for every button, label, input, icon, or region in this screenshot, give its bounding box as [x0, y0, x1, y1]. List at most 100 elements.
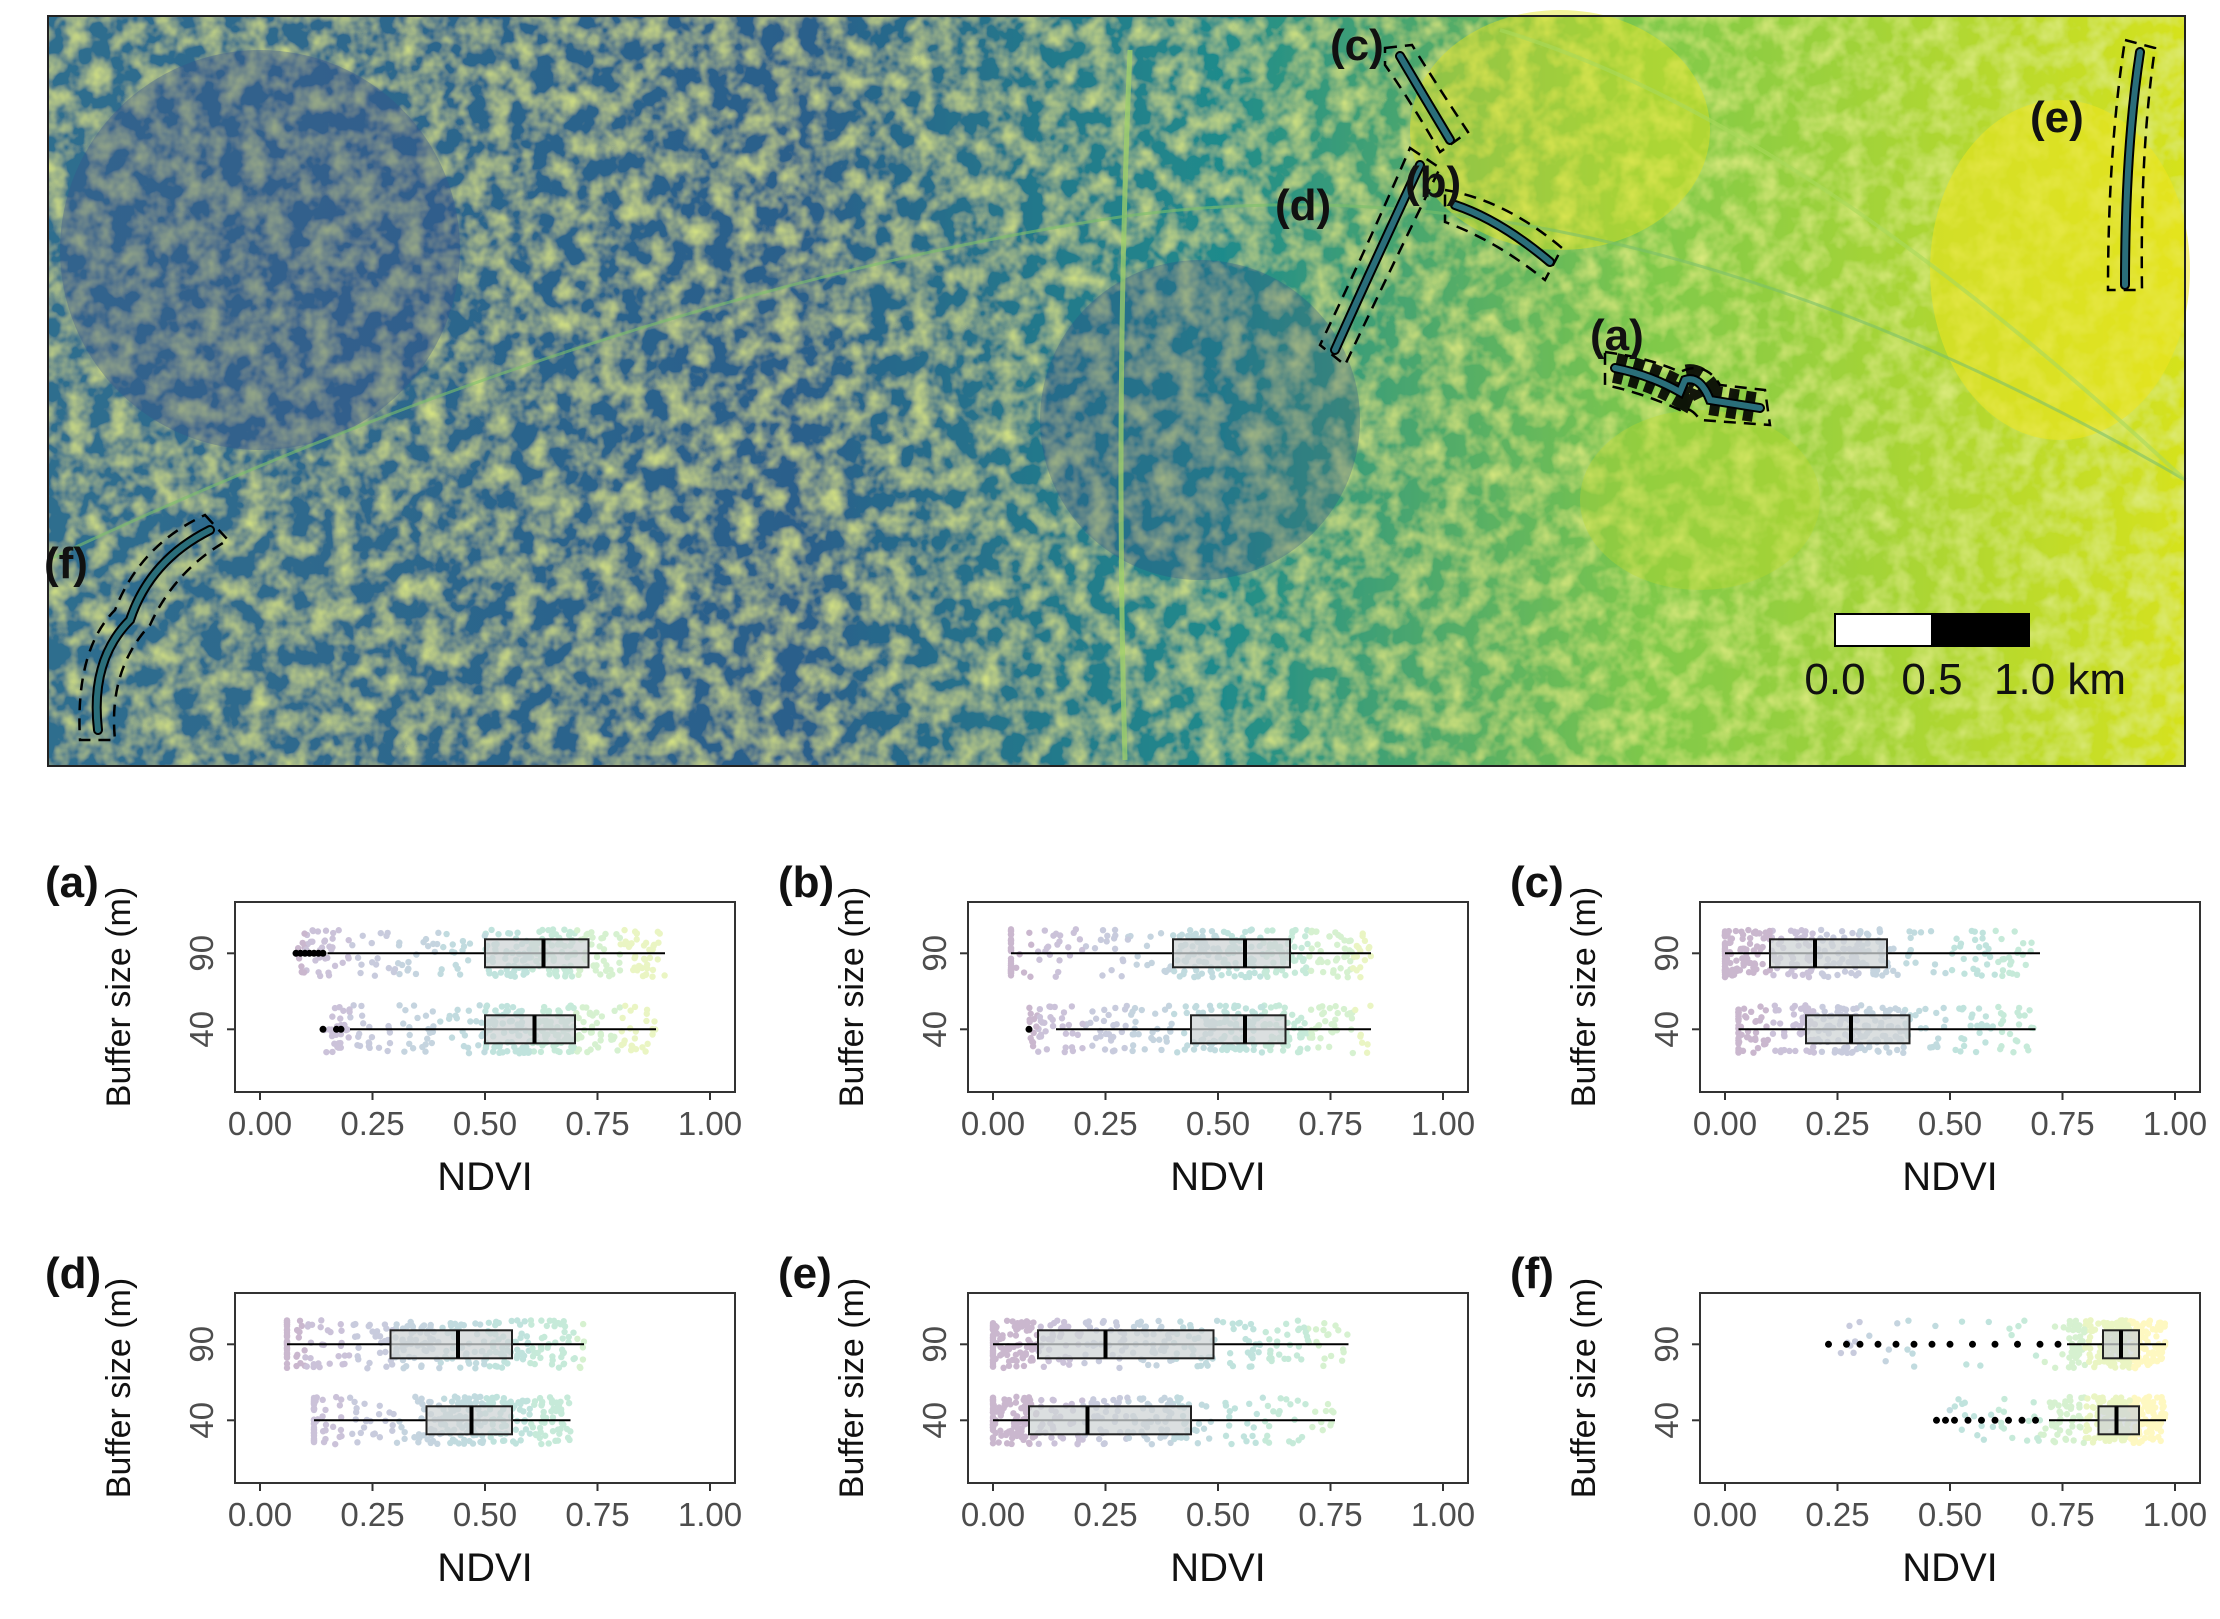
jitter-point: [1337, 933, 1344, 940]
jitter-point: [1304, 1045, 1311, 1052]
jitter-point: [593, 1019, 601, 1027]
jitter-point: [298, 968, 305, 976]
jitter-point: [459, 1399, 466, 1406]
jitter-point: [1968, 1014, 1975, 1021]
map-label-a: (a): [1590, 311, 1644, 360]
jitter-point: [1242, 973, 1249, 981]
jitter-point: [1113, 1322, 1121, 1329]
jitter-point: [616, 959, 623, 966]
jitter-point: [461, 1394, 469, 1401]
jitter-point: [1886, 1006, 1894, 1014]
jitter-point: [325, 972, 333, 979]
jitter-point: [1199, 927, 1206, 935]
jitter-point: [616, 967, 624, 974]
jitter-point: [294, 945, 302, 952]
jitter-point: [310, 1430, 318, 1437]
jitter-point: [1018, 1319, 1025, 1326]
jitter-point: [454, 1400, 462, 1407]
jitter-point: [1961, 970, 1968, 977]
x-tick-label: 0.00: [1693, 1105, 1757, 1142]
jitter-point: [1320, 1362, 1327, 1370]
jitter-point: [1866, 1005, 1873, 1013]
jitter-point: [1751, 960, 1758, 967]
jitter-point: [562, 971, 569, 978]
jitter-point: [1007, 972, 1015, 979]
jitter-point: [465, 1049, 473, 1057]
jitter-point: [341, 1352, 349, 1359]
x-axis-title: NDVI: [1170, 1546, 1266, 1590]
jitter-point: [283, 1346, 291, 1354]
outlier-point: [2036, 1340, 2044, 1348]
jitter-point: [1958, 1034, 1965, 1042]
jitter-point: [437, 970, 444, 978]
jitter-point: [371, 972, 379, 979]
jitter-point: [2025, 1047, 2032, 1054]
jitter-point: [997, 1408, 1005, 1416]
jitter-point: [1218, 971, 1225, 979]
jitter-point: [1007, 967, 1015, 974]
outlier-point: [1946, 1340, 1954, 1348]
jitter-point: [1721, 941, 1729, 948]
jitter-point: [2006, 1325, 2013, 1332]
jitter-point: [2095, 1320, 2102, 1327]
jitter-point: [1148, 1440, 1156, 1448]
jitter-point: [1261, 1002, 1268, 1009]
jitter-point: [1721, 973, 1729, 981]
jitter-point: [560, 1318, 567, 1325]
jitter-point: [2082, 1318, 2090, 1325]
jitter-point: [1970, 965, 1977, 973]
x-tick-label: 0.00: [1693, 1496, 1757, 1533]
jitter-point: [1330, 1409, 1337, 1416]
jitter-point: [310, 1435, 318, 1442]
jitter-point: [1130, 1323, 1138, 1331]
jitter-point: [2143, 1356, 2151, 1364]
jitter-point: [1837, 1005, 1844, 1012]
jitter-point: [574, 1032, 582, 1040]
jitter-point: [1973, 970, 1981, 978]
jitter-point: [1353, 967, 1360, 974]
jitter-point: [283, 1360, 291, 1368]
jitter-point: [1007, 1331, 1014, 1338]
jitter-point: [1028, 1354, 1035, 1362]
jitter-point: [1068, 1003, 1076, 1010]
panel-label: (a): [45, 858, 99, 907]
jitter-point: [1021, 1402, 1029, 1410]
jitter-point: [1007, 927, 1015, 934]
jitter-point: [526, 1048, 533, 1055]
jitter-point: [1721, 928, 1729, 935]
jitter-point: [1989, 1023, 1997, 1030]
jitter-point: [1229, 1320, 1236, 1327]
jitter-point: [1220, 928, 1228, 935]
jitter-point: [1009, 1318, 1016, 1325]
jitter-point: [1289, 1439, 1297, 1447]
jitter-point: [517, 1400, 524, 1408]
jitter-point: [1358, 1039, 1366, 1046]
jitter-point: [1870, 969, 1877, 976]
jitter-point: [537, 1354, 544, 1362]
jitter-point: [354, 1041, 361, 1049]
jitter-point: [1842, 1006, 1850, 1013]
jitter-point: [1174, 1394, 1181, 1401]
jitter-point: [1037, 1033, 1045, 1040]
jitter-point: [449, 941, 456, 948]
jitter-point: [551, 1406, 558, 1413]
jitter-point: [1020, 969, 1028, 976]
jitter-point: [989, 1396, 997, 1403]
jitter-point: [436, 1364, 443, 1372]
jitter-point: [1927, 928, 1935, 935]
jitter-point: [503, 1008, 510, 1015]
jitter-point: [1163, 1034, 1170, 1041]
jitter-point: [635, 962, 643, 970]
jitter-point: [2073, 1344, 2081, 1352]
jitter-point: [575, 971, 582, 979]
x-tick-label: 0.25: [340, 1105, 404, 1142]
jitter-point: [1885, 1346, 1893, 1353]
jitter-point: [1958, 1318, 1966, 1325]
jitter-point: [989, 1348, 997, 1355]
jitter-point: [412, 970, 420, 978]
boxplot-40: [319, 1014, 656, 1045]
jitter-point: [1222, 1002, 1229, 1010]
jitter-point: [1295, 1437, 1302, 1444]
jitter-point: [351, 1333, 359, 1340]
jitter-point: [1026, 1018, 1033, 1026]
